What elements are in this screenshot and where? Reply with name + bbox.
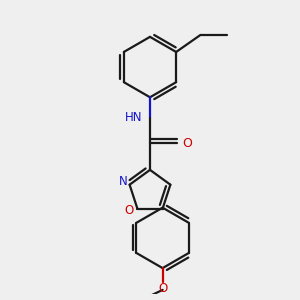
Text: HN: HN bbox=[124, 111, 142, 124]
Text: O: O bbox=[124, 203, 133, 217]
Text: N: N bbox=[118, 176, 127, 188]
Text: O: O bbox=[182, 136, 192, 150]
Text: O: O bbox=[158, 282, 167, 295]
